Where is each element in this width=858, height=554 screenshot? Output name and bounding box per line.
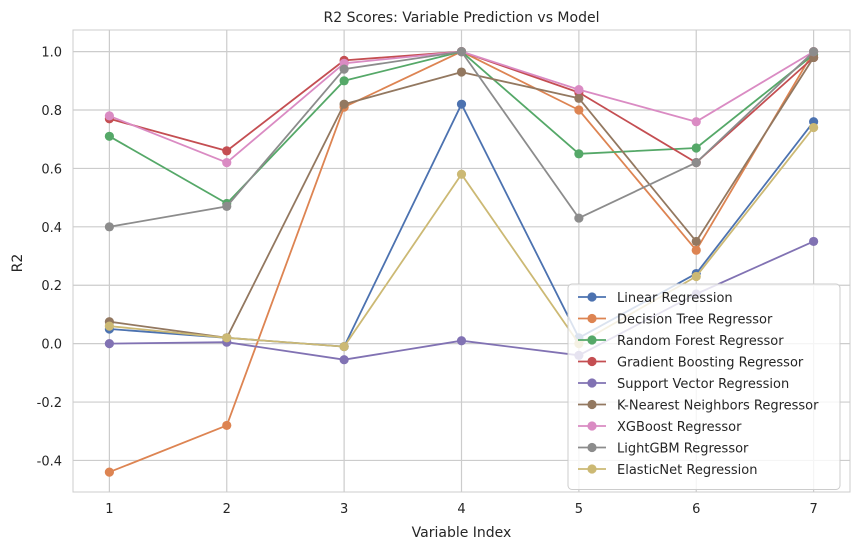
- data-point: [809, 47, 819, 57]
- legend-item: ElasticNet Regression: [578, 463, 757, 478]
- data-point: [456, 169, 467, 179]
- legend-item: LightGBM Regressor: [578, 442, 749, 457]
- legend-swatch-marker: [587, 335, 597, 345]
- data-point: [104, 321, 114, 331]
- data-point: [456, 99, 467, 109]
- data-point: [222, 201, 232, 211]
- legend-swatch-marker: [587, 378, 597, 388]
- legend-label: Support Vector Regression: [617, 377, 789, 392]
- y-tick-labels: -0.4 -0.2 0.0 0.2 0.4 0.6 0.8 1.0: [37, 46, 62, 470]
- chart-title: R2 Scores: Variable Prediction vs Model: [324, 10, 600, 26]
- data-point: [339, 76, 349, 86]
- x-axis-label: Variable Index: [412, 525, 512, 541]
- legend-label: K-Nearest Neighbors Regressor: [617, 399, 819, 414]
- x-tick-label: 7: [809, 502, 817, 517]
- data-point: [574, 149, 584, 159]
- data-point: [222, 146, 232, 156]
- data-point: [104, 111, 114, 121]
- x-tick-label: 3: [340, 502, 348, 517]
- legend-swatch-marker: [587, 356, 597, 367]
- data-point: [456, 336, 467, 346]
- data-point: [691, 271, 701, 282]
- legend-item: K-Nearest Neighbors Regressor: [578, 399, 819, 414]
- x-tick-label: 4: [457, 502, 465, 517]
- data-point: [104, 222, 114, 232]
- data-point: [339, 341, 349, 352]
- series-lines: [104, 47, 819, 477]
- data-point: [104, 131, 114, 141]
- legend-item: Decision Tree Regressor: [578, 313, 773, 328]
- legend-item: Linear Regression: [578, 291, 733, 306]
- data-point: [691, 245, 701, 255]
- legend-swatch-marker: [587, 421, 597, 431]
- data-point: [574, 105, 584, 115]
- data-point: [809, 122, 819, 133]
- x-tick-labels: 1 2 3 4 5 6 7: [105, 502, 818, 517]
- data-point: [339, 355, 349, 365]
- legend-label: Decision Tree Regressor: [617, 313, 773, 328]
- data-point: [691, 157, 701, 168]
- legend-label: Random Forest Regressor: [617, 334, 784, 349]
- series-lightgbm-regressor: [104, 47, 819, 232]
- data-point: [691, 236, 701, 247]
- data-point: [691, 143, 701, 153]
- legend-label: ElasticNet Regression: [617, 463, 757, 478]
- legend-label: LightGBM Regressor: [617, 442, 749, 457]
- data-point: [809, 236, 819, 247]
- y-tick-label: -0.4: [37, 454, 62, 469]
- series-elasticnet-regression: [104, 122, 819, 352]
- legend-label: Linear Regression: [617, 291, 733, 306]
- data-point: [456, 67, 467, 77]
- data-point: [574, 84, 584, 95]
- data-point: [691, 117, 701, 127]
- data-point: [222, 157, 232, 168]
- legend-swatch-marker: [587, 313, 597, 324]
- plot-frame: [72, 29, 851, 493]
- y-tick-label: -0.2: [37, 396, 62, 411]
- legend-item: Random Forest Regressor: [578, 334, 784, 349]
- y-tick-label: 0.8: [41, 104, 62, 119]
- y-tick-label: 1.0: [41, 46, 62, 61]
- data-point: [339, 99, 349, 109]
- y-tick-label: 0.0: [41, 338, 62, 353]
- y-tick-label: 0.2: [41, 279, 62, 294]
- legend-swatch-marker: [587, 292, 597, 302]
- data-point: [574, 213, 584, 223]
- x-tick-label: 1: [105, 502, 113, 517]
- legend-item: XGBoost Regressor: [578, 420, 742, 435]
- legend: Linear Regression Decision Tree Regressor…: [567, 283, 841, 490]
- y-tick-label: 0.4: [41, 221, 62, 236]
- legend-swatch-marker: [587, 464, 597, 474]
- data-point: [574, 93, 584, 103]
- data-point: [456, 47, 467, 57]
- legend-item: Gradient Boosting Regressor: [578, 356, 804, 371]
- legend-item: Support Vector Regression: [578, 377, 789, 392]
- legend-label: XGBoost Regressor: [617, 420, 742, 435]
- legend-swatch-marker: [587, 399, 597, 410]
- data-point: [339, 64, 349, 74]
- legend-label: Gradient Boosting Regressor: [617, 356, 804, 371]
- data-point: [222, 420, 232, 431]
- x-tick-label: 5: [575, 502, 583, 517]
- data-point: [104, 467, 114, 477]
- data-point: [222, 333, 232, 343]
- y-tick-label: 0.6: [41, 162, 62, 177]
- legend-box: [567, 283, 841, 490]
- legend-swatch-marker: [587, 442, 597, 453]
- data-point: [104, 339, 114, 349]
- x-tick-label: 2: [223, 502, 231, 517]
- y-axis-label: R2: [10, 254, 26, 273]
- x-tick-label: 6: [692, 502, 700, 517]
